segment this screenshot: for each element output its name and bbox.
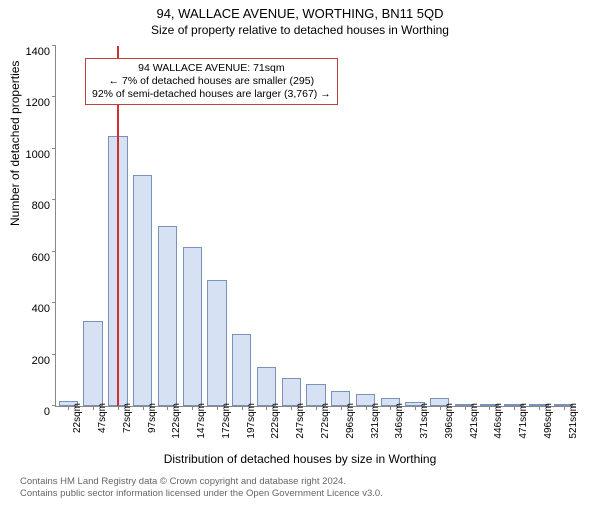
page-title: 94, WALLACE AVENUE, WORTHING, BN11 5QD (0, 6, 600, 21)
y-tick-label: 200 (16, 355, 50, 367)
y-tick-label: 600 (16, 252, 50, 264)
annotation-line-2: ← 7% of detached houses are smaller (295… (92, 75, 331, 88)
y-tick-label: 1400 (16, 46, 50, 58)
x-tick-label: 371sqm (419, 403, 430, 439)
x-tick-label: 47sqm (97, 403, 108, 433)
histogram-bar (133, 175, 152, 406)
histogram-bar (207, 280, 226, 406)
y-tick-label: 800 (16, 200, 50, 212)
x-tick-label: 197sqm (246, 403, 257, 439)
x-tick-label: 471sqm (518, 403, 529, 439)
page-subtitle: Size of property relative to detached ho… (0, 23, 600, 37)
footnote-line-1: Contains HM Land Registry data © Crown c… (20, 476, 590, 488)
x-axis-label: Distribution of detached houses by size … (0, 452, 600, 466)
histogram-bar (232, 334, 251, 406)
histogram-bar (257, 367, 276, 406)
footnote-line-2: Contains public sector information licen… (20, 488, 590, 500)
x-tick-label: 22sqm (72, 403, 83, 433)
x-tick-label: 521sqm (568, 403, 579, 439)
histogram-bar (183, 247, 202, 406)
histogram-bar (158, 226, 177, 406)
y-tick-label: 1200 (16, 97, 50, 109)
x-tick-label: 421sqm (469, 403, 480, 439)
y-tick-label: 1000 (16, 149, 50, 161)
annotation-box: 94 WALLACE AVENUE: 71sqm ← 7% of detache… (85, 58, 338, 105)
x-tick-label: 247sqm (295, 403, 306, 439)
x-tick-label: 321sqm (370, 403, 381, 439)
x-tick-label: 97sqm (147, 403, 158, 433)
x-tick-label: 222sqm (270, 403, 281, 439)
y-tick-label: 400 (16, 303, 50, 315)
histogram-bar (83, 321, 102, 406)
x-tick-label: 172sqm (221, 403, 232, 439)
x-tick-label: 122sqm (171, 403, 182, 439)
x-tick-label: 496sqm (543, 403, 554, 439)
annotation-line-3: 92% of semi-detached houses are larger (… (92, 88, 331, 101)
footnote: Contains HM Land Registry data © Crown c… (20, 476, 590, 500)
x-tick-label: 296sqm (345, 403, 356, 439)
histogram-bar (282, 378, 301, 406)
annotation-line-1: 94 WALLACE AVENUE: 71sqm (92, 62, 331, 75)
x-tick-label: 346sqm (394, 403, 405, 439)
x-tick-label: 396sqm (444, 403, 455, 439)
y-tick-label: 0 (16, 406, 50, 418)
x-tick-label: 147sqm (196, 403, 207, 439)
histogram-chart: 020040060080010001200140022sqm47sqm72sqm… (55, 46, 575, 406)
x-tick-label: 72sqm (122, 403, 133, 433)
x-tick-label: 446sqm (493, 403, 504, 439)
x-tick-label: 272sqm (320, 403, 331, 439)
